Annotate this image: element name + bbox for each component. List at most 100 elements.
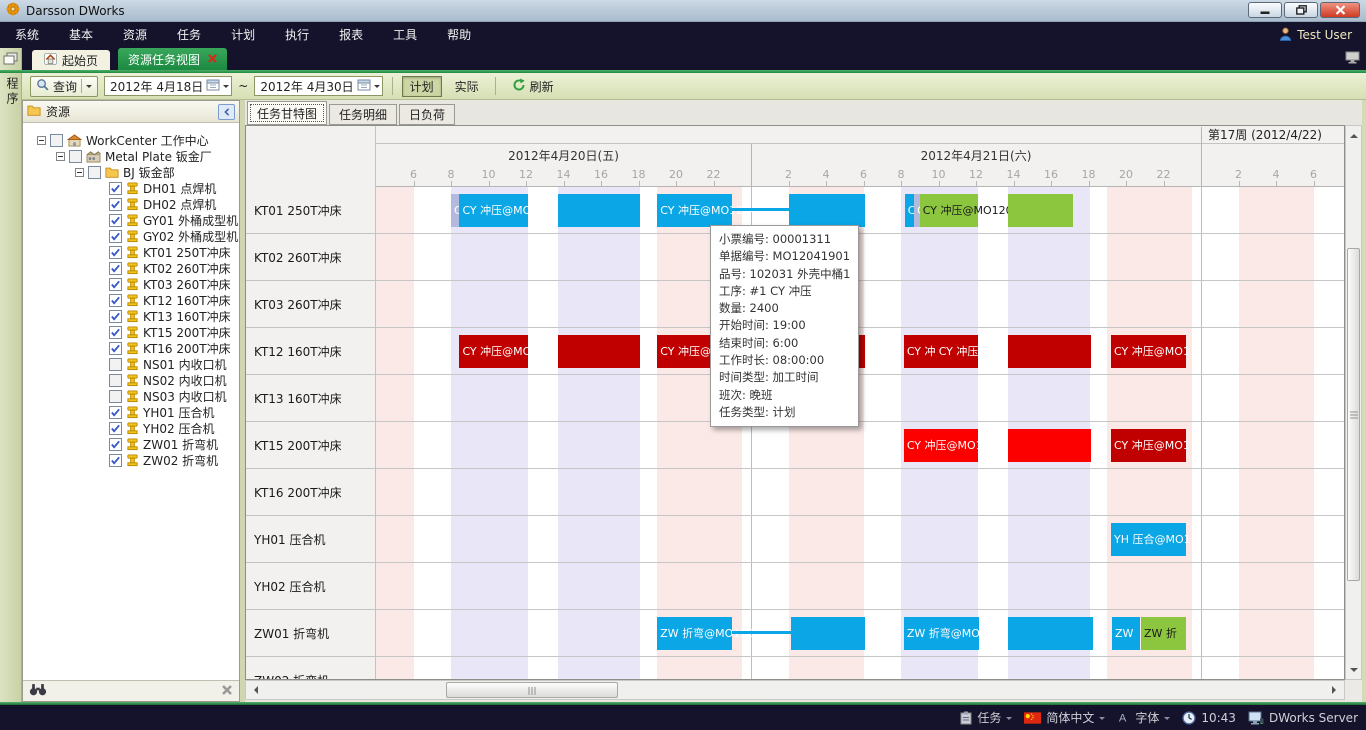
vertical-scrollbar-thumb[interactable]	[1347, 248, 1360, 581]
tree-checkbox[interactable]	[109, 357, 122, 371]
tree-checkbox[interactable]	[109, 421, 122, 435]
status-clipboard[interactable]: 任务	[960, 709, 1013, 726]
task-bar[interactable]	[788, 194, 866, 227]
task-bar[interactable]	[1007, 335, 1092, 368]
scroll-left-icon[interactable]	[246, 681, 262, 699]
task-bar[interactable]: CY 冲	[903, 335, 936, 368]
actual-toggle-button[interactable]: 实际	[454, 79, 479, 94]
chevron-down-icon[interactable]	[1099, 716, 1106, 723]
collapse-panel-button[interactable]	[218, 103, 235, 120]
menu-item-资源[interactable]: 资源	[123, 28, 148, 42]
tree-item[interactable]: YH01 压合机	[109, 404, 239, 420]
horizontal-scrollbar[interactable]	[245, 680, 1345, 700]
horizontal-scrollbar-thumb[interactable]	[446, 682, 618, 698]
tree-item[interactable]: NS01 内收口机	[109, 356, 239, 372]
task-bar[interactable]: C	[904, 194, 915, 227]
tree-checkbox[interactable]	[109, 325, 122, 339]
tree-checkbox[interactable]	[109, 453, 122, 467]
date-to-field[interactable]: 2012年 4月30日	[254, 76, 383, 96]
minimize-button[interactable]	[1248, 2, 1282, 18]
task-bar[interactable]: YH 压合@MO1	[1111, 523, 1191, 556]
tree-checkbox[interactable]	[109, 389, 122, 403]
chevron-down-icon[interactable]	[1006, 716, 1013, 723]
scroll-down-icon[interactable]	[1346, 661, 1361, 679]
scroll-right-icon[interactable]	[1328, 681, 1344, 699]
tree-item[interactable]: ZW01 折弯机	[109, 436, 239, 452]
tree-item[interactable]: WorkCenter 工作中心	[37, 132, 239, 148]
task-bar[interactable]: CY 冲压@MO1	[1111, 429, 1190, 462]
gantt-tab-1[interactable]: 任务甘特图	[247, 101, 328, 125]
task-bar[interactable]: ZW 折	[1141, 617, 1186, 650]
tree-item[interactable]: GY01 外桶成型机	[109, 212, 239, 228]
menu-item-工具[interactable]: 工具	[393, 28, 418, 42]
task-bar[interactable]	[557, 194, 641, 227]
query-button[interactable]: 查询	[30, 75, 99, 97]
gantt-tab-2[interactable]: 任务明细	[329, 104, 398, 125]
tree-checkbox[interactable]	[50, 133, 63, 147]
tree-item[interactable]: KT02 260T冲床	[109, 260, 239, 276]
task-bar[interactable]: CY 冲压@MO12041901	[657, 194, 785, 227]
menu-item-执行[interactable]: 执行	[285, 28, 310, 42]
panel-splitter[interactable]	[240, 100, 245, 702]
menu-item-系统[interactable]: 系统	[15, 28, 40, 42]
tree-expander-icon[interactable]	[75, 167, 84, 177]
chevron-down-icon[interactable]	[1164, 716, 1171, 723]
tree-checkbox[interactable]	[109, 293, 122, 307]
chevron-down-icon[interactable]	[373, 85, 380, 91]
tree-item[interactable]: BJ 钣金部	[75, 164, 239, 180]
menu-item-帮助[interactable]: 帮助	[447, 28, 472, 42]
tree-checkbox[interactable]	[109, 341, 122, 355]
tree-item[interactable]: KT01 250T冲床	[109, 244, 239, 260]
tree-item[interactable]: GY02 外桶成型机	[109, 228, 239, 244]
task-bar[interactable]: CY 冲压@MO12041902	[919, 194, 1048, 227]
refresh-button[interactable]: 刷新	[505, 76, 561, 97]
tab-home-page[interactable]: 起始页	[32, 50, 111, 70]
task-bar[interactable]: CY 冲压@MO12041904	[935, 335, 1064, 368]
tree-checkbox[interactable]	[109, 309, 122, 323]
task-bar[interactable]	[1007, 429, 1092, 462]
tree-checkbox[interactable]	[109, 181, 122, 195]
close-button[interactable]	[1320, 2, 1360, 18]
tree-item[interactable]: KT15 200T冲床	[109, 324, 239, 340]
tree-item[interactable]: Metal Plate 钣金厂	[56, 148, 239, 164]
menu-item-计划[interactable]: 计划	[231, 28, 256, 42]
tree-checkbox[interactable]	[109, 261, 122, 275]
tree-item[interactable]: YH02 压合机	[109, 420, 239, 436]
task-bar[interactable]	[557, 335, 641, 368]
tree-expander-icon[interactable]	[56, 151, 65, 161]
window-list-icon[interactable]	[1345, 51, 1360, 67]
calendar-icon[interactable]	[357, 78, 371, 94]
tree-checkbox[interactable]	[109, 245, 122, 259]
tab-close-icon[interactable]	[208, 52, 217, 66]
task-bar[interactable]: CY 冲压@MO12041904	[459, 335, 587, 368]
menu-item-基本[interactable]: 基本	[69, 28, 94, 42]
tree-item[interactable]: KT12 160T冲床	[109, 292, 239, 308]
task-bar[interactable]	[791, 617, 866, 650]
task-bar[interactable]: ZW 折弯@MO12041901	[903, 617, 1036, 650]
gantt-tab-3[interactable]: 日负荷	[399, 104, 456, 125]
task-bar[interactable]: CY 冲压@MO12041903	[903, 429, 1032, 462]
menu-item-报表[interactable]: 报表	[339, 28, 364, 42]
find-binoculars-icon[interactable]	[29, 683, 47, 699]
tree-item[interactable]: KT13 160T冲床	[109, 308, 239, 324]
tree-item[interactable]: KT16 200T冲床	[109, 340, 239, 356]
tree-checkbox[interactable]	[109, 277, 122, 291]
menu-item-任务[interactable]: 任务	[177, 28, 202, 42]
tree-checkbox[interactable]	[88, 165, 101, 179]
tree-checkbox[interactable]	[109, 197, 122, 211]
task-bar[interactable]: ZW 折弯@MO12041901	[657, 617, 789, 650]
plan-toggle-button[interactable]: 计划	[401, 75, 442, 97]
task-bar[interactable]	[1007, 194, 1073, 227]
tree-expander-icon[interactable]	[37, 135, 46, 145]
status-flag[interactable]: 简体中文	[1024, 709, 1106, 726]
tree-item[interactable]: NS02 内收口机	[109, 372, 239, 388]
calendar-icon[interactable]	[206, 78, 220, 94]
tree-item[interactable]: NS03 内收口机	[109, 388, 239, 404]
tree-item[interactable]: DH02 点焊机	[109, 196, 239, 212]
tree-checkbox[interactable]	[69, 149, 82, 163]
stacked-windows-icon[interactable]	[3, 52, 21, 69]
task-bar[interactable]: CY 冲压@MO12041901	[459, 194, 587, 227]
tree-item[interactable]: ZW02 折弯机	[109, 452, 239, 468]
tree-checkbox[interactable]	[109, 213, 122, 227]
vertical-scrollbar[interactable]	[1345, 125, 1362, 680]
